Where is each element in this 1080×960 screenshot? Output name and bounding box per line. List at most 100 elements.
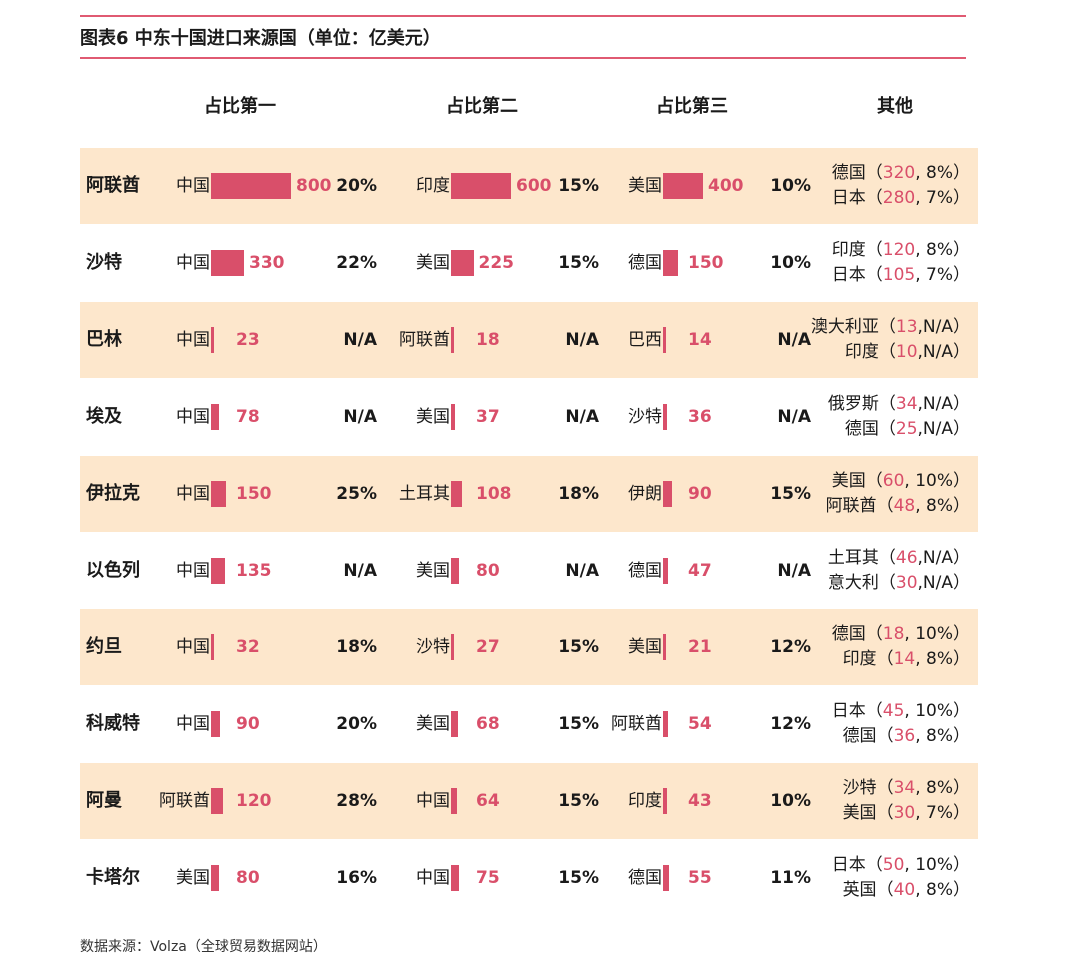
- other-source-line: 俄罗斯（34,N/A）: [790, 392, 970, 417]
- separator: ,: [915, 495, 927, 516]
- other-share: 10%: [915, 701, 953, 722]
- table-row: 科威特 中国 90 20% 美国 68 15% 阿联酋 54 12% 日本（45, 10%） 德国（3…: [80, 686, 978, 762]
- other-source-name: 美国: [831, 470, 866, 491]
- value-label: 400: [708, 176, 744, 196]
- paren-open: （: [865, 239, 883, 260]
- other-share: 8%: [926, 649, 953, 670]
- value-label: 27: [476, 637, 500, 658]
- other-value: 18: [882, 624, 905, 645]
- paren-open: （: [865, 701, 883, 722]
- value-label: 43: [688, 791, 712, 812]
- other-source-line: 印度（14, 8%）: [790, 647, 970, 672]
- source-country: 中国: [176, 714, 210, 735]
- value-label: 108: [476, 483, 512, 504]
- other-source-name: 德国: [842, 726, 877, 747]
- other-source-line: 印度（10,N/A）: [790, 340, 970, 365]
- other-sources: 德国（18, 10%） 印度（14, 8%）: [790, 622, 970, 672]
- separator: ,: [917, 572, 923, 593]
- header-rank-2: 占比第二: [446, 96, 518, 117]
- source-country: 沙特: [628, 406, 662, 427]
- other-source-line: 日本（105, 7%）: [790, 263, 970, 288]
- paren-close: ）: [953, 547, 970, 568]
- table-row: 巴林 中国 23 N/A 阿联酋 18 N/A 巴西 14 N/A 澳大利亚（13,N/A） 印度（1…: [80, 301, 978, 378]
- other-source-line: 德国（18, 10%）: [790, 622, 970, 647]
- other-source-name: 日本: [831, 188, 866, 208]
- other-source-name: 阿联酋: [825, 495, 877, 516]
- other-source-line: 日本（45, 10%）: [790, 699, 970, 724]
- value-bar: [663, 788, 668, 815]
- paren-open: （: [876, 649, 894, 670]
- value-bar: [663, 249, 678, 276]
- value-bar: [451, 711, 458, 738]
- separator: ,: [917, 547, 923, 568]
- source-country: 美国: [416, 714, 450, 735]
- other-source-line: 印度（120, 8%）: [790, 238, 970, 263]
- share-label: 11%: [770, 868, 811, 889]
- value-label: 55: [688, 868, 712, 889]
- value-bar: [663, 173, 703, 199]
- other-value: 34: [895, 393, 918, 414]
- share-label: 12%: [770, 637, 811, 658]
- other-share: N/A: [922, 393, 953, 414]
- header-others: 其他: [877, 96, 913, 117]
- source-country: 德国: [628, 868, 662, 889]
- share-label: 15%: [558, 791, 599, 812]
- other-source-name: 德国: [831, 624, 866, 645]
- separator: ,: [915, 649, 927, 670]
- value-label: 800: [296, 176, 332, 196]
- table-row: 沙特 中国 330 22% 美国 225 15% 德国 150 10% 印度（120, 8%） 日本（…: [80, 225, 978, 301]
- value-label: 36: [688, 406, 712, 427]
- share-label: 15%: [558, 252, 599, 273]
- value-bar: [663, 711, 669, 738]
- paren-open: （: [876, 880, 894, 901]
- other-sources: 俄罗斯（34,N/A） 德国（25,N/A）: [790, 392, 970, 442]
- country-name: 埃及: [86, 405, 122, 427]
- table-row: 约旦 中国 32 18% 沙特 27 15% 美国 21 12% 德国（18, 10%） 印度（14,…: [80, 609, 978, 686]
- other-value: 280: [882, 188, 916, 208]
- value-label: 47: [688, 560, 712, 581]
- other-share: 8%: [926, 495, 953, 516]
- other-source-line: 德国（25,N/A）: [790, 417, 970, 442]
- source-country: 中国: [416, 791, 450, 812]
- value-bar: [451, 557, 459, 584]
- value-label: 80: [236, 868, 260, 889]
- table-row: 埃及 中国 78 N/A 美国 37 N/A 沙特 36 N/A 俄罗斯（34,N/A） 德国（25,…: [80, 379, 978, 455]
- source-country: 土耳其: [399, 483, 450, 504]
- chart-title: 图表6 中东十国进口来源国（单位：亿美元）: [80, 28, 441, 49]
- separator: ,: [904, 855, 916, 876]
- value-bar: [663, 865, 669, 892]
- value-label: 150: [236, 483, 272, 504]
- other-value: 30: [893, 803, 916, 824]
- source-country: 美国: [416, 252, 450, 273]
- source-country: 阿联酋: [611, 714, 662, 735]
- value-bar: [211, 634, 215, 661]
- other-sources: 沙特（34, 8%） 美国（30, 7%）: [790, 776, 970, 826]
- separator: ,: [917, 393, 923, 414]
- table-row: 阿曼 阿联酋 120 28% 中国 64 15% 印度 43 10% 沙特（34, 8%） 美国（30…: [80, 763, 978, 840]
- paren-open: （: [878, 393, 896, 414]
- other-share: 7%: [926, 803, 953, 824]
- paren-close: ）: [953, 341, 970, 362]
- other-source-name: 日本: [831, 264, 866, 285]
- other-share: 8%: [926, 726, 953, 747]
- other-value: 46: [895, 547, 918, 568]
- value-bar: [451, 480, 462, 507]
- paren-open: （: [865, 470, 883, 491]
- other-source-name: 日本: [831, 855, 866, 876]
- other-share: 10%: [915, 855, 953, 876]
- other-value: 48: [893, 495, 916, 516]
- value-bar: [211, 557, 225, 584]
- other-sources: 德国（320, 8%） 日本（280, 7%）: [790, 161, 970, 211]
- value-label: 23: [236, 329, 260, 350]
- other-source-name: 英国: [842, 880, 877, 901]
- share-label: N/A: [565, 329, 599, 350]
- paren-close: ）: [953, 701, 970, 722]
- other-sources: 日本（45, 10%） 德国（36, 8%）: [790, 699, 970, 749]
- share-label: N/A: [343, 329, 377, 350]
- separator: ,: [915, 239, 927, 260]
- paren-open: （: [865, 188, 883, 208]
- value-bar: [451, 326, 454, 353]
- separator: ,: [915, 803, 927, 824]
- share-label: 28%: [336, 791, 377, 812]
- other-source-line: 美国（60, 10%）: [790, 469, 970, 494]
